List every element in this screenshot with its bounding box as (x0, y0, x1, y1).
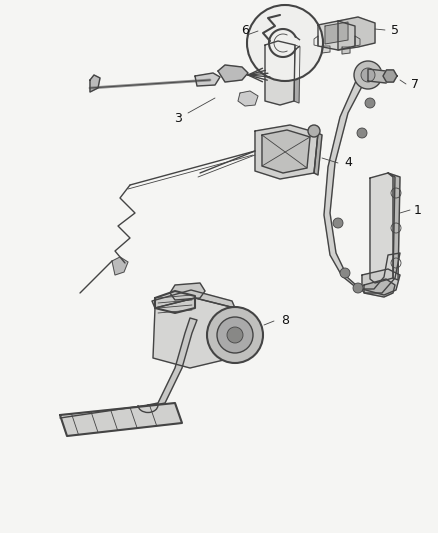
Polygon shape (314, 133, 322, 175)
Polygon shape (325, 22, 348, 44)
Circle shape (354, 61, 382, 89)
Polygon shape (314, 36, 318, 46)
Text: 8: 8 (281, 314, 289, 327)
Polygon shape (383, 70, 397, 82)
Polygon shape (368, 69, 392, 83)
Text: 3: 3 (174, 112, 182, 125)
Polygon shape (170, 283, 205, 300)
Text: 5: 5 (391, 23, 399, 36)
Polygon shape (262, 130, 310, 173)
Polygon shape (294, 45, 300, 103)
Circle shape (247, 5, 323, 81)
Text: 1: 1 (414, 204, 422, 216)
Circle shape (365, 98, 375, 108)
Circle shape (357, 128, 367, 138)
Polygon shape (318, 21, 355, 50)
Circle shape (207, 307, 263, 363)
Circle shape (361, 68, 375, 82)
Polygon shape (112, 257, 128, 275)
Polygon shape (342, 47, 350, 54)
Polygon shape (155, 291, 195, 313)
Circle shape (308, 125, 320, 137)
Text: 7: 7 (411, 78, 419, 92)
Polygon shape (195, 73, 220, 86)
Circle shape (353, 283, 363, 293)
Polygon shape (362, 269, 400, 295)
Polygon shape (152, 290, 235, 308)
Circle shape (333, 218, 343, 228)
Text: 4: 4 (344, 157, 352, 169)
Polygon shape (364, 279, 395, 297)
Polygon shape (322, 46, 330, 53)
Circle shape (340, 268, 350, 278)
Polygon shape (265, 41, 295, 105)
Polygon shape (153, 298, 235, 368)
Polygon shape (238, 91, 258, 106)
Text: 6: 6 (241, 25, 249, 37)
Polygon shape (324, 75, 400, 293)
Circle shape (217, 317, 253, 353)
Polygon shape (218, 65, 248, 82)
Polygon shape (370, 173, 395, 283)
Polygon shape (148, 318, 197, 405)
Polygon shape (255, 125, 318, 179)
Polygon shape (355, 36, 360, 46)
Polygon shape (90, 75, 100, 92)
Polygon shape (338, 17, 375, 50)
Circle shape (227, 327, 243, 343)
Polygon shape (60, 403, 182, 436)
Polygon shape (388, 173, 400, 280)
